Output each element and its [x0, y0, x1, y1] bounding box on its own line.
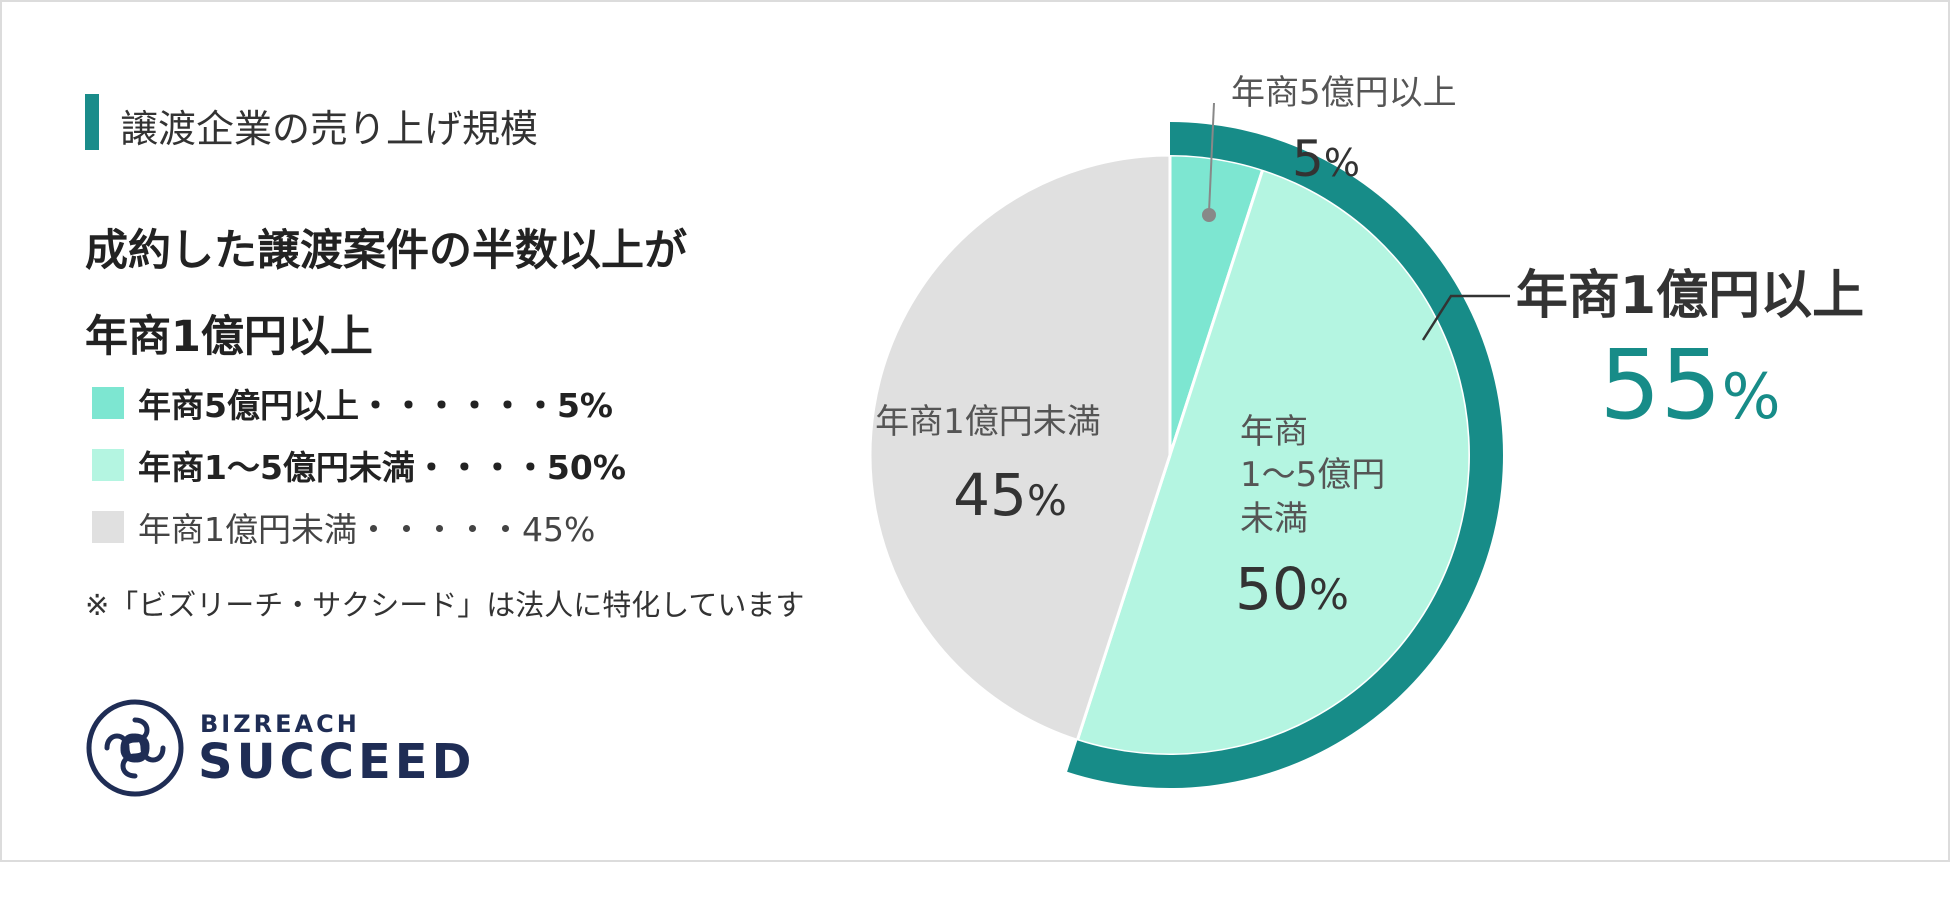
- headline-line-2: 年商1億円以上: [85, 312, 373, 362]
- legend-swatch: [92, 449, 124, 481]
- slice-label-under-1oku: 年商1億円未満: [875, 402, 1101, 442]
- leader-line-5oku: [1208, 102, 1215, 213]
- legend-label: 年商1〜5億円未満・・・・50%: [138, 448, 626, 487]
- value-unit: %: [1722, 360, 1781, 433]
- legend-item-5oku-over: 年商5億円以上・・・・・・5%: [92, 372, 626, 434]
- highlight-value: 55%: [1599, 329, 1780, 441]
- headline: 成約した譲渡案件の半数以上が 年商1億円以上: [85, 208, 687, 380]
- legend-swatch: [92, 387, 124, 419]
- slice-label-5oku: 年商5億円以上: [1231, 73, 1457, 113]
- succeed-logo-icon: [86, 699, 184, 797]
- logo-brand-small: BIZREACH: [200, 710, 360, 738]
- value-number: 50: [1235, 555, 1309, 623]
- leader-line-highlight: [1421, 294, 1510, 341]
- value-number: 45: [953, 461, 1027, 529]
- legend-swatch: [92, 511, 124, 543]
- legend-label: 年商5億円以上・・・・・・5%: [138, 386, 613, 425]
- slice-label-1to5oku-line2: 1〜5億円: [1240, 455, 1385, 495]
- section-title: 譲渡企業の売り上げ規模: [120, 107, 539, 151]
- value-number: 5: [1292, 130, 1324, 188]
- headline-line-1: 成約した譲渡案件の半数以上が: [85, 226, 687, 276]
- value-number: 55: [1599, 329, 1721, 441]
- slice-value-under-1oku: 45%: [953, 461, 1067, 529]
- logo-brand-big: SUCCEED: [198, 734, 476, 790]
- footnote: ※「ビズリーチ・サクシード」は法人に特化しています: [85, 588, 805, 622]
- value-unit: %: [1027, 476, 1067, 525]
- legend: 年商5億円以上・・・・・・5% 年商1〜5億円未満・・・・50% 年商1億円未満…: [92, 372, 626, 558]
- leader-dot-5oku: [1202, 208, 1216, 222]
- slice-label-1to5oku-line3: 未満: [1240, 499, 1308, 539]
- pie-slice-2: [868, 153, 1172, 743]
- slice-label-1to5oku-line1: 年商: [1240, 412, 1308, 452]
- section-accent-bar: [85, 94, 99, 150]
- slice-value-5oku: 5%: [1292, 130, 1360, 188]
- value-unit: %: [1309, 570, 1349, 619]
- legend-item-under-1oku: 年商1億円未満・・・・・45%: [92, 496, 626, 558]
- slice-value-1to5oku: 50%: [1235, 555, 1349, 623]
- legend-label: 年商1億円未満・・・・・45%: [138, 510, 596, 549]
- legend-item-1to5oku: 年商1〜5億円未満・・・・50%: [92, 434, 626, 496]
- highlight-label: 年商1億円以上: [1516, 266, 1864, 326]
- value-unit: %: [1324, 141, 1360, 185]
